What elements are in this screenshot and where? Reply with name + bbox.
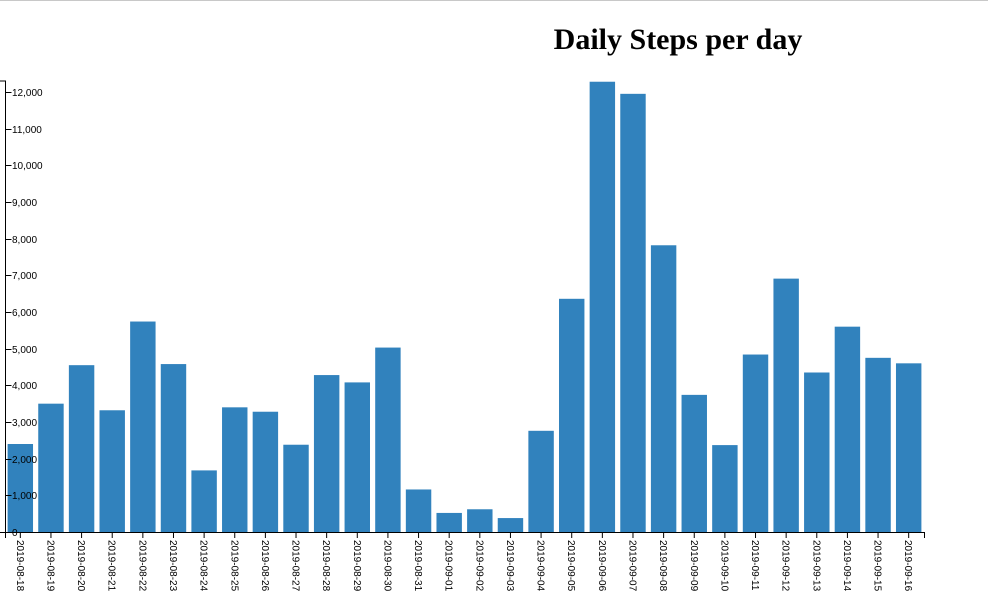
x-tick-label-2019-09-14: 2019-09-14 [841, 540, 852, 592]
x-tick-label-2019-08-26: 2019-08-26 [259, 540, 270, 592]
x-tick-label-2019-08-19: 2019-08-19 [44, 540, 55, 592]
y-tick-label-12000: 12,000 [12, 88, 43, 99]
bar-2019-09-15 [865, 357, 891, 532]
x-tick-label-2019-09-13: 2019-09-13 [810, 540, 821, 592]
y-tick-label-5000: 5,000 [12, 345, 37, 356]
x-tick-label-2019-08-24: 2019-08-24 [198, 540, 209, 592]
bar-2019-09-07 [620, 93, 646, 532]
bar-2019-08-31 [405, 489, 432, 532]
bar-2019-08-26 [252, 411, 279, 532]
bar-2019-08-21 [99, 410, 125, 532]
bar-2019-09-08 [650, 245, 677, 532]
x-tick-label-2019-09-05: 2019-09-05 [565, 540, 576, 592]
y-tick-label-6000: 6,000 [12, 308, 37, 319]
x-tick-label-2019-08-31: 2019-08-31 [412, 540, 423, 592]
bar-2019-09-03 [497, 518, 524, 532]
bar-2019-08-30 [375, 347, 401, 532]
x-tick-label-2019-09-16: 2019-09-16 [902, 540, 913, 592]
x-tick-label-2019-09-02: 2019-09-02 [473, 540, 484, 592]
x-tick-label-2019-09-08: 2019-09-08 [657, 540, 668, 592]
bar-2019-09-09 [681, 394, 707, 532]
x-axis-line [5, 532, 925, 538]
y-axis: 0 1,000 2,000 3,000 4,000 5,000 6,000 7,000 8,00… [0, 80, 43, 539]
x-tick-label-2019-09-15: 2019-09-15 [872, 540, 883, 592]
bar-2019-09-04 [528, 430, 554, 532]
x-tick-label-2019-09-10: 2019-09-10 [718, 540, 729, 592]
y-tick-label-4000: 4,000 [12, 381, 37, 392]
bar-2019-08-22 [130, 321, 156, 532]
bar-2019-08-20 [68, 365, 95, 532]
x-tick-label-2019-08-21: 2019-08-21 [106, 540, 117, 592]
bars-layer [7, 81, 922, 532]
bar-2019-09-16 [895, 363, 922, 532]
top-divider [0, 0, 988, 1]
y-tick-label-7000: 7,000 [12, 271, 37, 282]
bar-2019-09-01 [436, 512, 462, 532]
x-tick-label-2019-09-04: 2019-09-04 [535, 540, 546, 592]
bar-2019-08-25 [222, 407, 248, 532]
x-tick-label-2019-08-25: 2019-08-25 [228, 540, 239, 592]
bar-2019-08-27 [283, 444, 309, 532]
y-tick-label-1000: 1,000 [12, 491, 37, 502]
x-tick-label-2019-08-29: 2019-08-29 [351, 540, 362, 592]
bar-2019-08-18 [7, 444, 34, 532]
bar-2019-09-06 [589, 81, 616, 532]
x-tick-label-2019-08-28: 2019-08-28 [320, 540, 331, 592]
bar-2019-08-19 [38, 403, 64, 532]
bar-2019-09-05 [559, 298, 585, 532]
bar-2019-09-12 [773, 278, 799, 532]
bar-2019-08-28 [313, 375, 340, 532]
x-tick-label-2019-08-20: 2019-08-20 [75, 540, 86, 592]
bar-2019-08-24 [191, 470, 217, 532]
x-tick-label-2019-09-01: 2019-09-01 [443, 540, 454, 592]
y-tick-label-11000: 11,000 [12, 125, 42, 136]
y-tick-label-0: 0 [12, 528, 18, 539]
x-tick-label-2019-08-18: 2019-08-18 [14, 540, 25, 592]
y-tick-label-2000: 2,000 [12, 455, 37, 466]
x-tick-label-2019-09-07: 2019-09-07 [626, 540, 637, 592]
x-tick-label-2019-09-03: 2019-09-03 [504, 540, 515, 592]
y-tick-label-10000: 10,000 [12, 161, 43, 172]
x-axis: 2019-08-18 2019-08-19 2019-08-20 2019-08-21… [5, 532, 925, 592]
bar-2019-09-02 [467, 509, 493, 532]
bar-2019-08-23 [160, 364, 187, 532]
x-tick-label-2019-08-22: 2019-08-22 [136, 540, 147, 592]
y-tick-label-9000: 9,000 [12, 198, 37, 209]
chart-title: Daily Steps per day [553, 23, 803, 56]
bar-2019-09-11 [742, 354, 769, 532]
y-tick-label-8000: 8,000 [12, 235, 37, 246]
bar-2019-09-14 [834, 326, 861, 532]
y-axis-line [0, 80, 6, 533]
y-tick-label-3000: 3,000 [12, 418, 37, 429]
x-tick-label-2019-08-30: 2019-08-30 [381, 540, 392, 592]
bar-2019-09-10 [712, 445, 738, 532]
x-tick-label-2019-08-27: 2019-08-27 [290, 540, 301, 592]
x-tick-label-2019-09-09: 2019-09-09 [688, 540, 699, 592]
x-tick-label-2019-09-11: 2019-09-11 [749, 540, 760, 591]
bar-2019-08-29 [344, 382, 370, 532]
bar-2019-09-13 [804, 372, 830, 532]
x-tick-label-2019-08-23: 2019-08-23 [167, 540, 178, 592]
x-tick-label-2019-09-12: 2019-09-12 [780, 540, 791, 592]
x-tick-label-2019-09-06: 2019-09-06 [596, 540, 607, 592]
